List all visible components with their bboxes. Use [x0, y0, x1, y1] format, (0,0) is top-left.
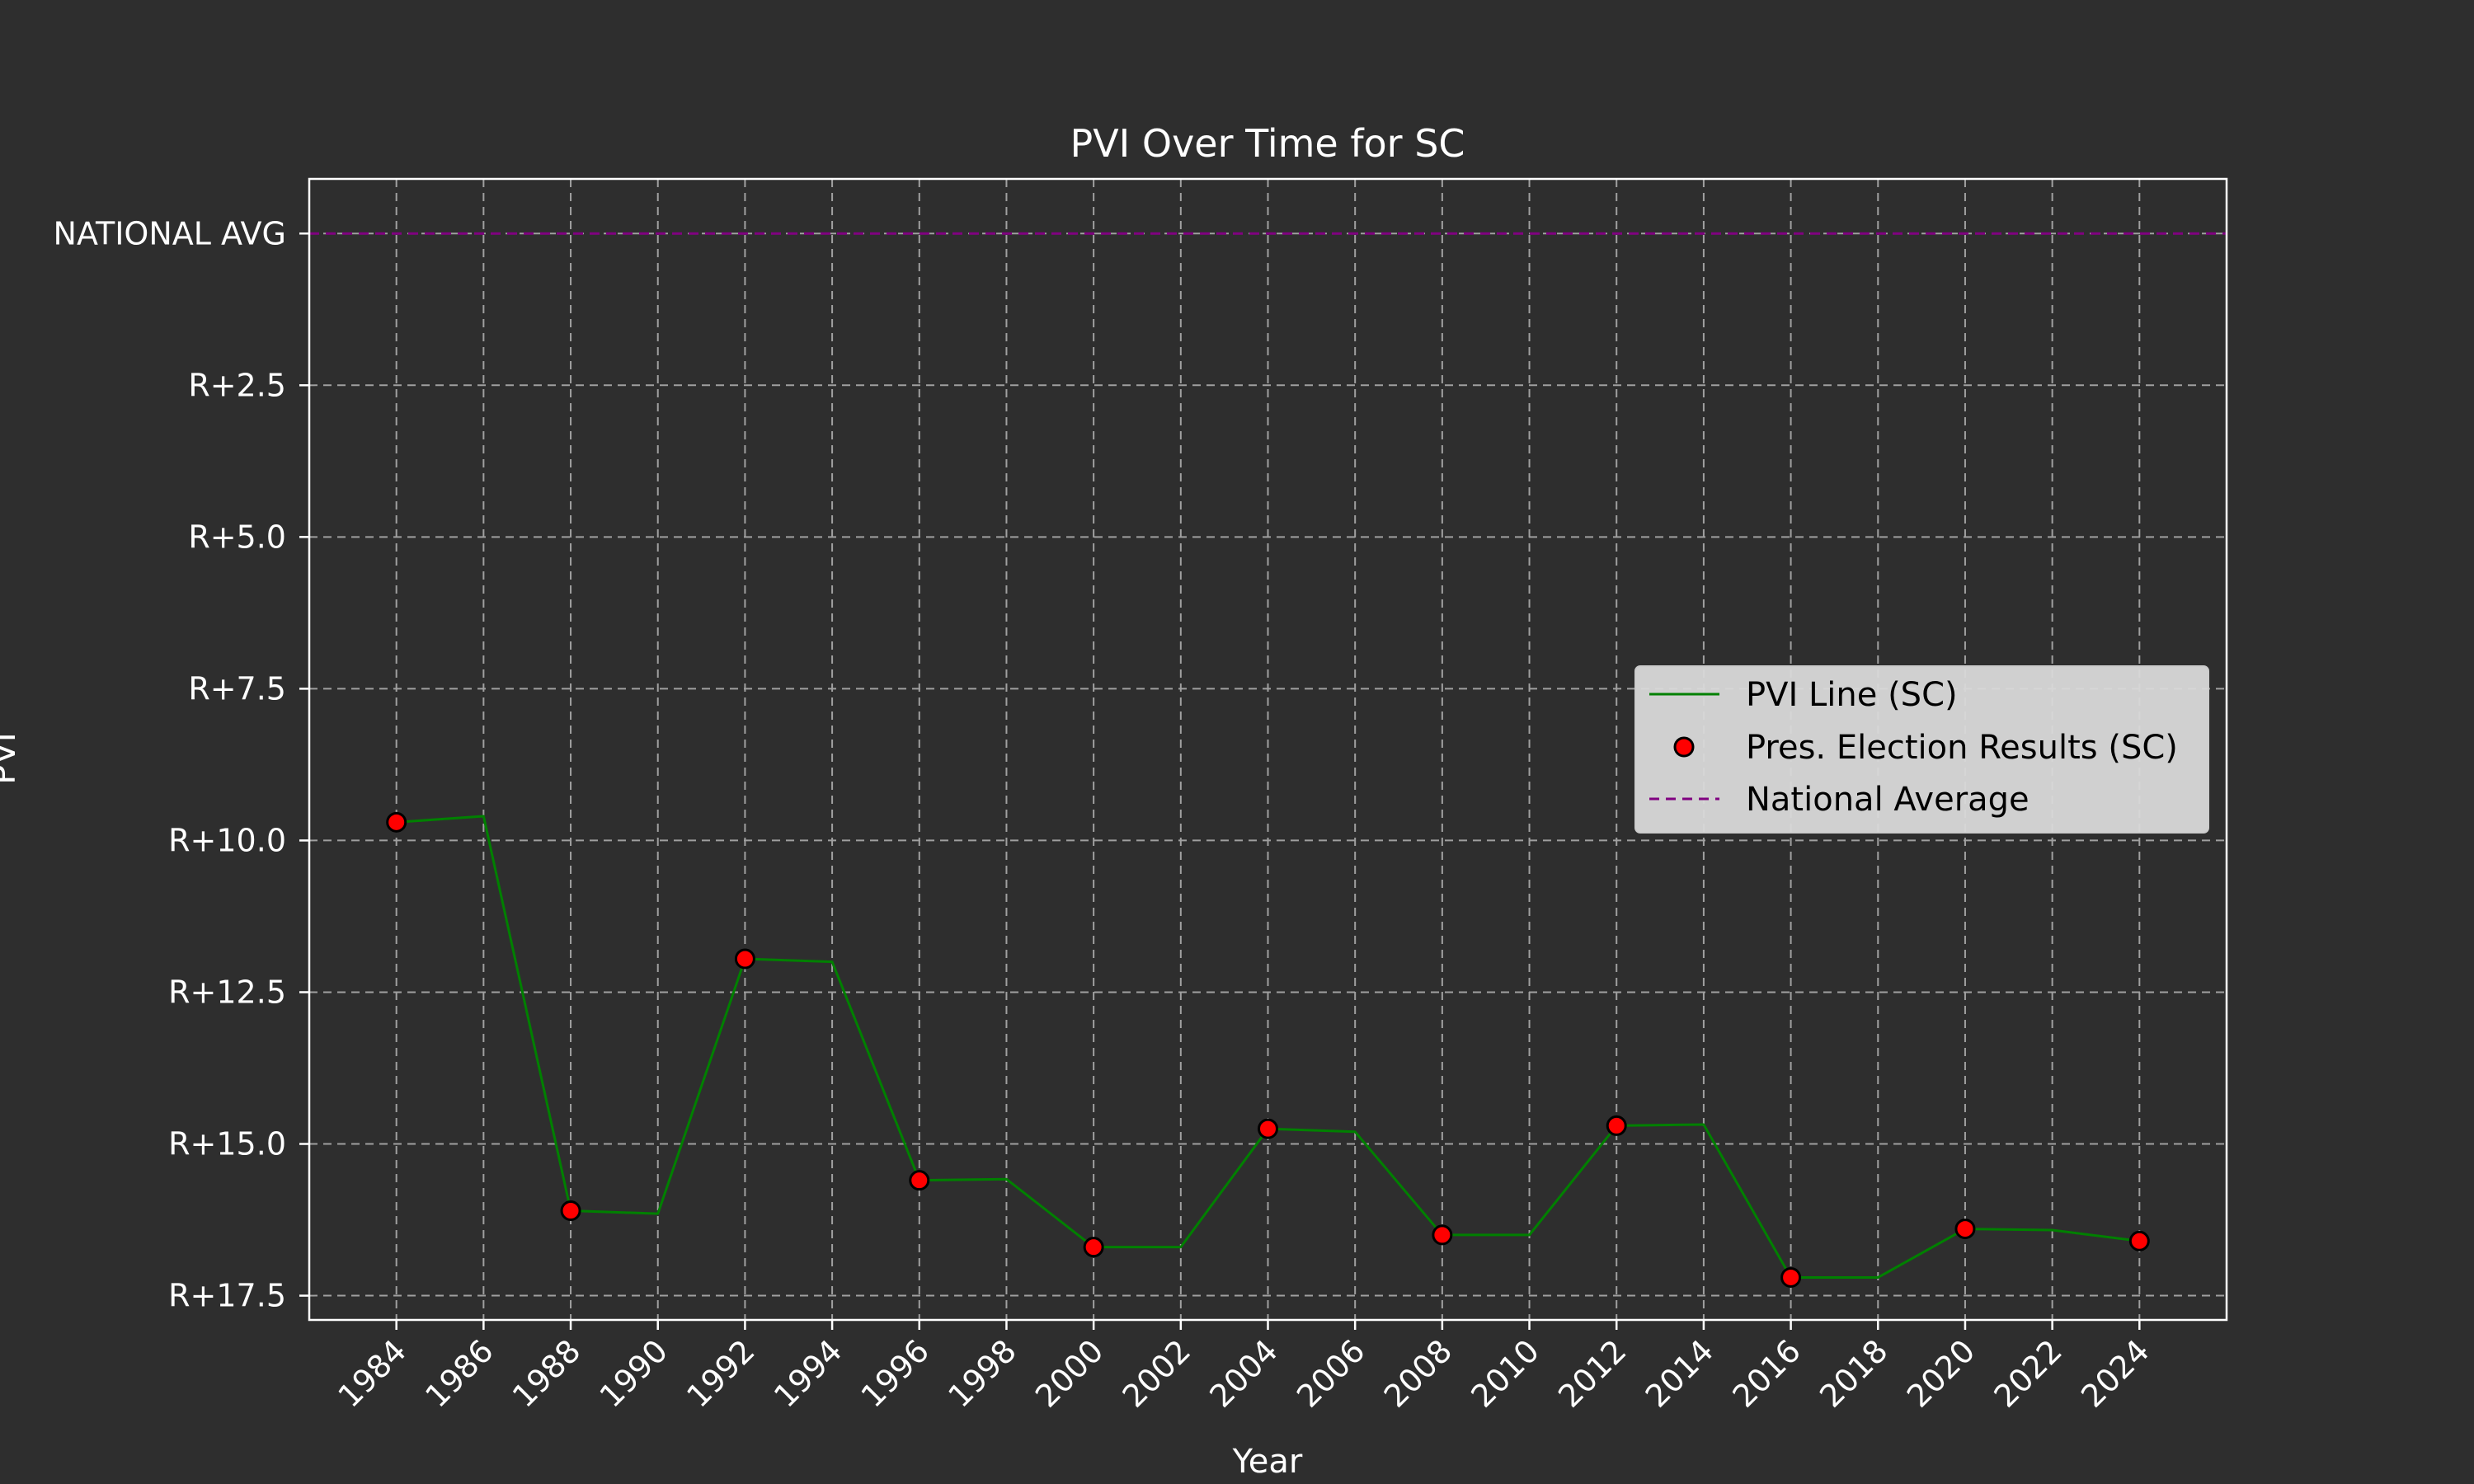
election-result-point — [2128, 1230, 2150, 1252]
grid — [309, 179, 2227, 1320]
x-tick-label: 2004 — [1202, 1332, 1285, 1415]
x-tick-label: 2014 — [1639, 1332, 1721, 1415]
x-tick-label: 2018 — [1813, 1332, 1895, 1415]
x-tick-label: 1996 — [854, 1332, 937, 1415]
election-result-point — [1083, 1237, 1104, 1258]
y-tick-label: R+12.5 — [168, 974, 286, 1010]
y-tick-label: R+2.5 — [188, 367, 286, 403]
y-tick-label: R+15.0 — [168, 1126, 286, 1162]
y-axis-ticks: NATIONAL AVG R+2.5 R+5.0 R+7.5 R+10.0 R+12.5 R… — [54, 215, 309, 1314]
election-result-point — [1606, 1115, 1627, 1136]
election-results-series — [386, 811, 2150, 1288]
y-axis-label: PVI — [0, 732, 23, 784]
y-tick-label: R+17.5 — [168, 1278, 286, 1314]
x-axis-ticks: 1984 1986 1988 1990 1992 1994 1996 1998 2000 2002… — [332, 1320, 2157, 1415]
x-tick-label: 2024 — [2074, 1332, 2157, 1415]
x-tick-label: 2000 — [1028, 1332, 1111, 1415]
x-tick-label: 2010 — [1464, 1332, 1546, 1415]
election-result-point — [909, 1170, 930, 1191]
x-tick-label: 1988 — [506, 1332, 588, 1415]
legend-label-national-average: National Average — [1746, 781, 2030, 819]
x-tick-label: 2006 — [1290, 1332, 1372, 1415]
y-tick-label: NATIONAL AVG — [54, 215, 286, 251]
election-result-point — [1954, 1219, 1976, 1240]
x-tick-label: 2008 — [1377, 1332, 1460, 1415]
x-tick-label: 1984 — [332, 1332, 414, 1415]
x-tick-label: 1998 — [941, 1332, 1023, 1415]
election-result-point — [560, 1200, 581, 1221]
y-tick-label: R+5.0 — [188, 519, 286, 555]
x-tick-label: 2020 — [1900, 1332, 1982, 1415]
election-result-point — [386, 811, 407, 833]
x-tick-label: 1986 — [418, 1332, 501, 1415]
legend-box — [1634, 665, 2209, 834]
x-tick-label: 2022 — [1987, 1332, 2069, 1415]
election-result-point — [1258, 1118, 1278, 1139]
legend: PVI Line (SC) Pres. Election Results (SC… — [1634, 665, 2209, 834]
x-tick-label: 1992 — [680, 1332, 762, 1415]
legend-marker-swatch — [1673, 736, 1695, 758]
election-result-point — [1432, 1224, 1453, 1246]
chart-title: PVI Over Time for SC — [1070, 121, 1465, 166]
x-tick-label: 2012 — [1551, 1332, 1634, 1415]
y-tick-label: R+10.0 — [168, 822, 286, 858]
election-result-point — [1780, 1266, 1802, 1288]
y-tick-label: R+7.5 — [188, 670, 286, 707]
x-tick-label: 2016 — [1725, 1332, 1808, 1415]
x-tick-label: 1990 — [593, 1332, 675, 1415]
legend-label-pvi-line: PVI Line (SC) — [1746, 676, 1958, 714]
x-axis-label: Year — [1232, 1443, 1303, 1481]
x-tick-label: 1994 — [767, 1332, 849, 1415]
x-tick-label: 2002 — [1116, 1332, 1198, 1415]
election-result-point — [734, 948, 755, 970]
legend-label-election-results: Pres. Election Results (SC) — [1746, 729, 2178, 767]
